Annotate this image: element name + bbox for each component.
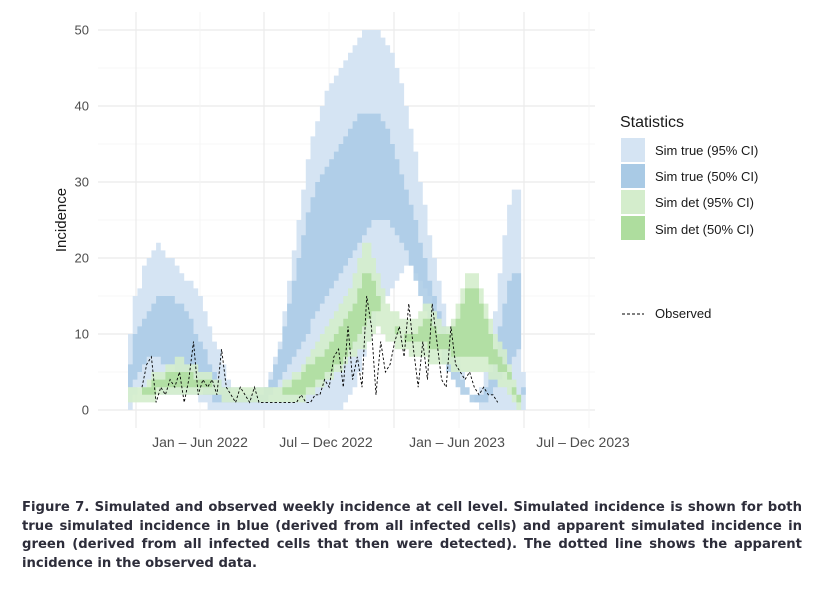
x-tick-label: Jan – Jun 2022 — [152, 434, 248, 450]
legend-key-sim-true-50 — [621, 164, 645, 188]
x-axis-ticks: Jan – Jun 2022 Jul – Dec 2022 Jan – Jun 20… — [152, 434, 630, 450]
legend-title: Statistics — [620, 114, 684, 131]
legend-key-sim-det-95 — [621, 190, 645, 214]
x-tick-label: Jan – Jun 2023 — [409, 434, 505, 450]
y-axis-ticks: 0 10 20 30 40 50 — [75, 23, 89, 418]
legend-label-sim-det-95: Sim det (95% CI) — [655, 195, 754, 210]
observed-line — [141, 295, 499, 404]
legend-key-sim-det-50 — [621, 216, 645, 240]
legend-label-observed: Observed — [655, 306, 711, 321]
observed-line-group — [141, 295, 499, 404]
legend: Statistics Sim true (95% CI) Sim true (5… — [620, 114, 758, 321]
legend-key-sim-true-95 — [621, 138, 645, 162]
legend-label-sim-det-50: Sim det (50% CI) — [655, 222, 754, 237]
figure-caption: Figure 7. Simulated and observed weekly … — [22, 500, 802, 571]
band-sim-true-50 — [128, 113, 592, 410]
incidence-chart: 0 10 20 30 40 50 Jan – Jun 2022 Jul – Dec 2022… — [53, 12, 758, 450]
y-tick-label: 30 — [75, 175, 89, 190]
y-tick-label: 0 — [82, 403, 89, 418]
y-tick-label: 40 — [75, 99, 89, 114]
legend-label-sim-true-95: Sim true (95% CI) — [655, 143, 758, 158]
y-tick-label: 10 — [75, 327, 89, 342]
x-tick-label: Jul – Dec 2023 — [536, 434, 630, 450]
ci-bands — [128, 30, 592, 410]
band-sim-det-50 — [128, 273, 592, 410]
x-tick-label: Jul – Dec 2022 — [279, 434, 373, 450]
y-tick-label: 50 — [75, 23, 89, 38]
y-axis-label: Incidence — [53, 188, 70, 252]
y-tick-label: 20 — [75, 251, 89, 266]
legend-label-sim-true-50: Sim true (50% CI) — [655, 169, 758, 184]
